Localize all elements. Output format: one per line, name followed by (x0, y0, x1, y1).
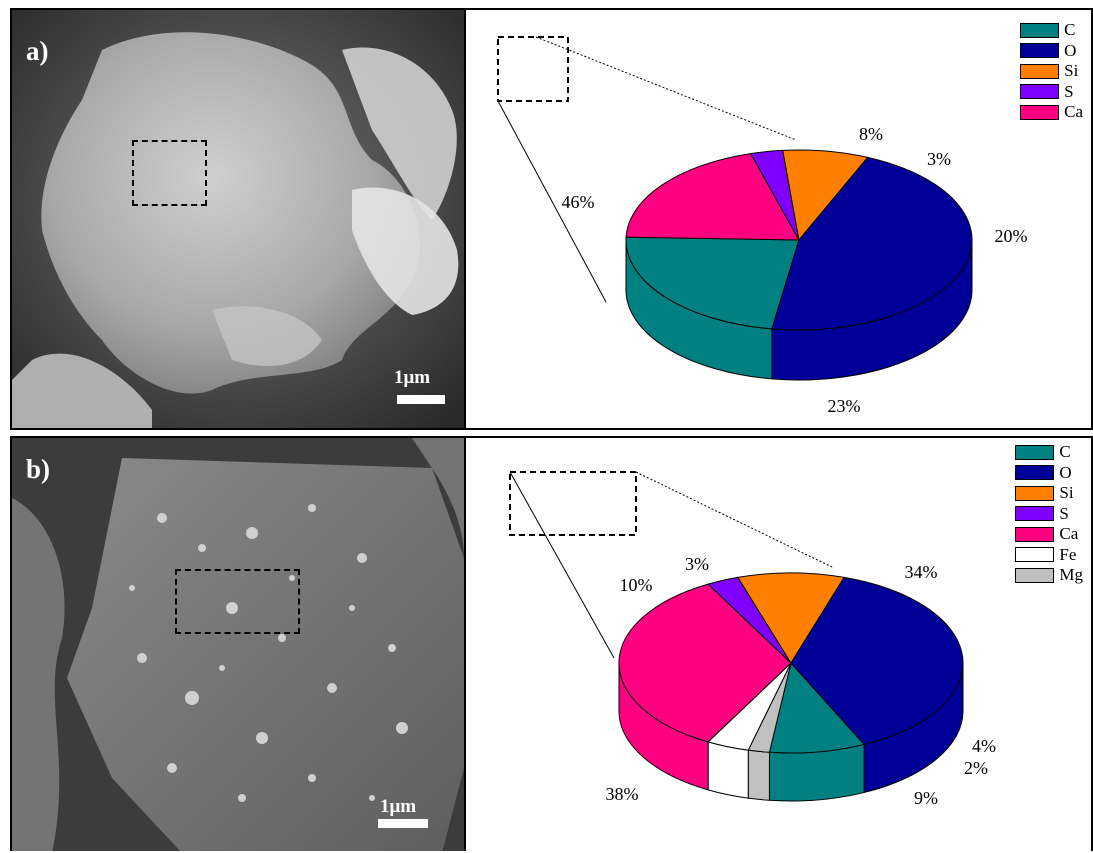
legend-label: Si (1059, 483, 1074, 503)
pie-label-s: 3% (685, 554, 709, 574)
pie-label-o: 38% (606, 784, 639, 804)
legend-item-fe: Fe (1015, 545, 1083, 566)
pie-side-fe (707, 741, 749, 799)
pie-label-o: 46% (562, 192, 595, 212)
pie-labels: 23% 46% 8% 3% 20% (562, 124, 1028, 416)
pie-sides (618, 662, 964, 802)
panel-b: b) 1μm 9% 38% 10% 3% 34% 4% 2% C O Si S Ca Fe Mg (10, 436, 1093, 851)
zoom-region-box-a (132, 140, 207, 206)
legend-item-c: C (1015, 442, 1083, 463)
pie-chart-a: 23% 46% 8% 3% 20% (497, 36, 1028, 416)
legend-swatch-ca (1020, 104, 1060, 120)
pie-label-si: 10% (620, 575, 653, 595)
zoom-callout (509, 471, 835, 659)
pie-label-fe: 4% (972, 736, 996, 756)
pie-label-ca: 20% (995, 226, 1028, 246)
pie-label-c: 23% (828, 396, 861, 416)
legend-item-o: O (1020, 41, 1083, 62)
pie-slice-c (625, 236, 800, 330)
callout-line-dotted (635, 471, 835, 569)
panel-label-a: a) (26, 36, 49, 66)
legend-label: Mg (1059, 565, 1083, 585)
legend-swatch-s (1015, 506, 1055, 522)
legend-label: C (1064, 20, 1076, 40)
pie-label-ca: 34% (905, 562, 938, 582)
legend-label: O (1064, 40, 1077, 60)
legend-label: C (1059, 442, 1071, 462)
legend-item-o: O (1015, 463, 1083, 484)
legend-label: O (1059, 462, 1072, 482)
panel-label-b: b) (26, 454, 51, 484)
legend-swatch-o (1015, 465, 1055, 481)
pie-side-mg (747, 749, 770, 801)
legend-item-ca: Ca (1015, 524, 1083, 545)
pie-top (625, 149, 973, 331)
legend-label: Fe (1059, 544, 1077, 564)
scale-bar-label-b: 1μm (380, 796, 417, 817)
callout-line-dotted (535, 36, 797, 141)
legend-label: Ca (1059, 524, 1079, 544)
legend-label: S (1059, 503, 1069, 523)
callout-line-solid (497, 100, 607, 303)
legend-item-ca: Ca (1020, 102, 1083, 123)
legend-item-mg: Mg (1015, 565, 1083, 586)
pie-label-si: 8% (859, 124, 883, 144)
legend-swatch-mg (1015, 567, 1055, 583)
legend-label: Si (1064, 61, 1079, 81)
pie-slice-c (768, 661, 866, 754)
legend-item-si: Si (1015, 483, 1083, 504)
legend-swatch-s (1020, 84, 1060, 100)
sem-image-a: a) 1μm (12, 10, 466, 428)
pie-slice-o (771, 156, 973, 331)
sem-image-b: b) 1μm (12, 438, 466, 851)
legend-item-c: C (1020, 20, 1083, 41)
pie-label-s: 3% (927, 149, 951, 169)
panel-a: a) 1μm 23% 46% 8% 3% 20% C O Si S Ca (10, 8, 1093, 430)
pie-label-mg: 2% (964, 758, 988, 778)
pie-slice-ca (618, 583, 792, 743)
pie-chart-b: 9% 38% 10% 3% 34% 4%2% (509, 471, 997, 808)
pie-chart-area-b: 9% 38% 10% 3% 34% 4% 2% C O Si S Ca Fe Mg (466, 438, 1091, 851)
legend-b: C O Si S Ca Fe Mg (1015, 442, 1083, 586)
legend-item-s: S (1020, 82, 1083, 103)
pie-top (618, 572, 964, 754)
pie-labels: 9% 38% 10% 3% 34% 4%2% (606, 554, 997, 808)
pie-slice-ca (625, 153, 800, 241)
pie-slice-si (737, 572, 845, 664)
scale-bar-label-a: 1μm (394, 367, 431, 388)
pie-chart-area-a: 23% 46% 8% 3% 20% C O Si S Ca (466, 10, 1091, 428)
legend-swatch-si (1020, 63, 1060, 79)
legend-item-si: Si (1020, 61, 1083, 82)
legend-label: Ca (1064, 102, 1083, 122)
legend-swatch-c (1020, 22, 1060, 38)
scale-bar-a (397, 395, 445, 404)
legend-label: S (1064, 81, 1074, 101)
legend-swatch-fe (1015, 547, 1055, 563)
pie-slice-o (790, 576, 964, 745)
legend-swatch-si (1015, 485, 1055, 501)
scale-bar-b (378, 819, 428, 828)
legend-swatch-o (1020, 43, 1060, 59)
zoom-box (497, 36, 569, 102)
zoom-region-box-b (175, 569, 300, 634)
legend-item-s: S (1015, 504, 1083, 525)
zoom-callout (497, 36, 797, 303)
legend-swatch-c (1015, 444, 1055, 460)
legend-a: C O Si S Ca (1020, 20, 1083, 123)
callout-line-solid (509, 471, 615, 659)
pie-label-c: 9% (914, 788, 938, 808)
zoom-box (509, 471, 637, 536)
legend-swatch-ca (1015, 526, 1055, 542)
